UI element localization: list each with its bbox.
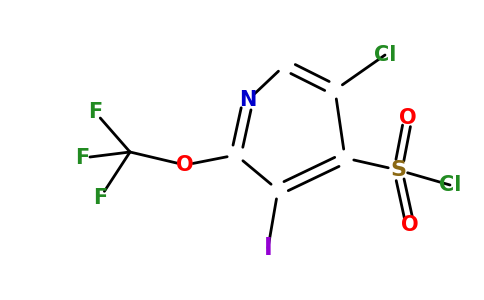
Text: O: O — [401, 215, 419, 235]
Text: F: F — [93, 188, 107, 208]
Text: Cl: Cl — [439, 175, 461, 195]
Text: N: N — [239, 90, 257, 110]
Text: I: I — [264, 236, 272, 260]
Text: F: F — [88, 102, 102, 122]
Text: S: S — [390, 160, 406, 180]
Text: O: O — [399, 108, 417, 128]
Text: F: F — [75, 148, 89, 168]
Text: O: O — [176, 155, 194, 175]
Text: Cl: Cl — [374, 45, 396, 65]
